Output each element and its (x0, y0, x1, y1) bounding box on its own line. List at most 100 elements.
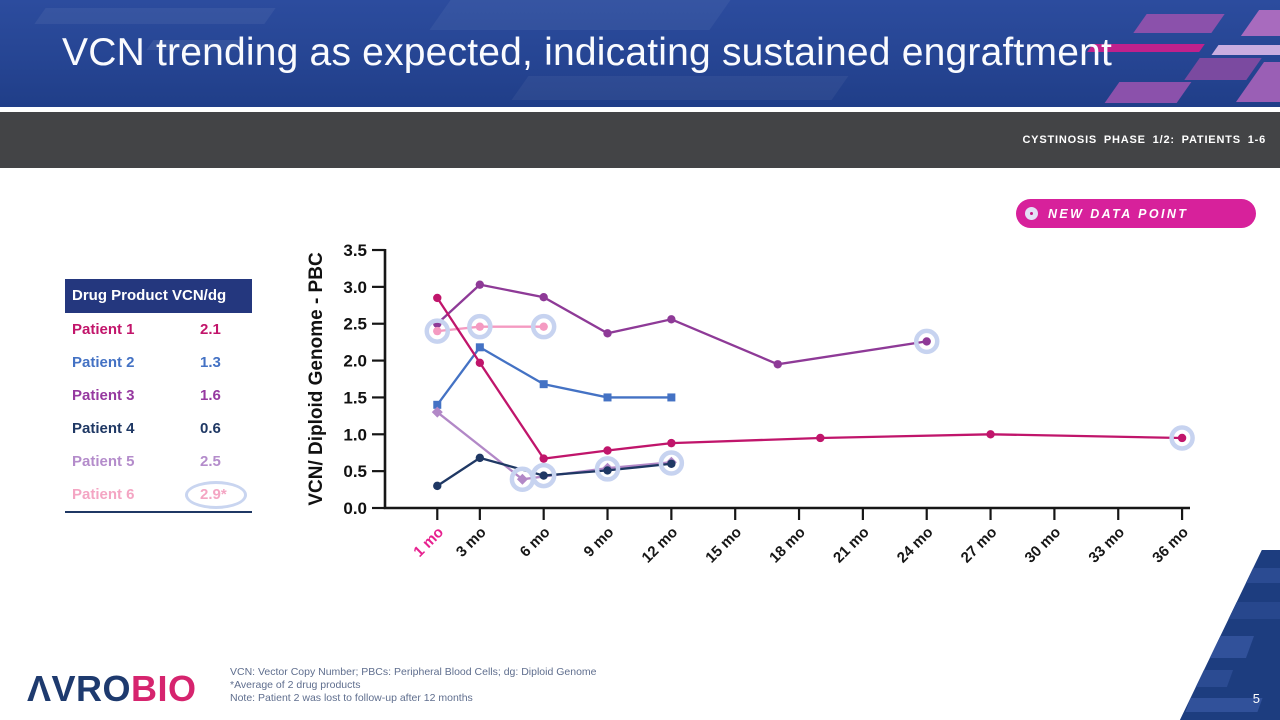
header-decoration (511, 76, 849, 100)
header-banner: VCN trending as expected, indicating sus… (0, 0, 1280, 107)
new-data-point-ring (658, 450, 685, 476)
data-point (1177, 433, 1187, 443)
header-decoration (34, 8, 276, 24)
logo-text-bio: BIO (131, 668, 197, 709)
x-tick-label: 24 mo (894, 524, 937, 567)
header-decoration (429, 0, 731, 30)
y-tick-label: 2.5 (343, 315, 367, 334)
data-point (433, 400, 442, 409)
x-tick-label: 33 mo (1085, 524, 1128, 567)
footnotes: VCN: Vector Copy Number; PBCs: Periphera… (230, 666, 597, 705)
table-body: Patient 1 2.1 Patient 2 1.3 Patient 3 1.6 Pati… (65, 313, 252, 511)
patient-value: 1.3 (200, 354, 221, 371)
data-point (667, 459, 676, 468)
data-point (433, 326, 442, 336)
x-tick-label: 6 mo (517, 524, 554, 561)
corner-tile (1187, 636, 1255, 658)
data-point (433, 481, 442, 491)
corner-tile (1185, 698, 1263, 712)
y-tick-label: 3.5 (343, 241, 367, 260)
data-point (475, 280, 485, 289)
x-tick-label: 9 mo (581, 524, 618, 561)
data-point (539, 292, 548, 302)
data-point (475, 322, 485, 331)
table-bottom-rule (65, 511, 252, 513)
logo-text-avro: ΛVRO (27, 668, 132, 709)
new-data-point-ring (530, 313, 557, 340)
data-point (475, 343, 484, 352)
new-data-point-ring (594, 456, 621, 482)
footnote-line: *Average of 2 drug products (230, 679, 361, 691)
patient-value: 2.1 (200, 321, 221, 338)
data-point (667, 438, 676, 448)
axis-frame (383, 249, 1190, 510)
patient-value: 1.6 (200, 387, 221, 404)
avrobio-logo: ΛVROBIO (27, 668, 197, 710)
header-decoration (1104, 82, 1192, 103)
patient-label: Patient 3 (72, 387, 135, 404)
section-bar: CYSTINOSIS PHASE 1/2: PATIENTS 1-6 (0, 112, 1280, 168)
x-tick-label: 12 mo (639, 524, 682, 567)
patient-label: Patient 5 (72, 453, 135, 470)
series-patient-2 (433, 343, 676, 409)
footnote-line: VCN: Vector Copy Number; PBCs: Periphera… (230, 666, 597, 678)
data-point (667, 315, 676, 324)
data-point (539, 471, 548, 480)
data-point (986, 430, 995, 439)
data-point (539, 454, 548, 463)
data-point (539, 380, 548, 389)
corner-tile (1179, 670, 1234, 687)
x-tick-label: 27 mo (958, 524, 1001, 567)
table-row: Patient 4 0.6 (65, 412, 252, 445)
data-point (433, 293, 442, 303)
new-data-point-ring (530, 462, 557, 489)
footnote-line: Note: Patient 2 was lost to follow-up af… (230, 692, 473, 704)
section-label: CYSTINOSIS PHASE 1/2: PATIENTS 1-6 (1022, 134, 1266, 146)
y-tick-label: 1.5 (343, 388, 367, 407)
x-tick-label: 21 mo (830, 524, 873, 567)
new-data-point-ring (424, 318, 451, 344)
table-row: Patient 3 1.6 (65, 379, 252, 412)
patient-label: Patient 1 (72, 321, 135, 338)
data-point (603, 466, 612, 475)
series-patient-3 (433, 280, 931, 369)
badge-label: NEW DATA POINT (1048, 206, 1189, 221)
header-decoration (1240, 10, 1280, 36)
patient-value: 2.9* (200, 486, 252, 503)
data-point (816, 433, 825, 443)
data-point (431, 406, 443, 418)
table-row: Patient 5 2.5 (65, 445, 252, 478)
data-point (516, 473, 528, 485)
x-tick-label: 36 mo (1149, 524, 1192, 567)
new-data-point-ring (1169, 425, 1195, 451)
y-tick-label: 3.0 (343, 278, 367, 297)
y-tick-label: 0.5 (343, 462, 367, 481)
new-data-point-icon (1025, 207, 1038, 220)
patient-value: 0.6 (200, 420, 221, 437)
table-header: Drug Product VCN/dg (65, 279, 252, 313)
x-tick-label: 30 mo (1022, 524, 1065, 567)
y-tick-label: 2.0 (343, 352, 367, 371)
corner-tile (1206, 602, 1280, 619)
slide-title: VCN trending as expected, indicating sus… (62, 31, 1113, 74)
data-point (603, 329, 612, 338)
x-tick-label: 18 mo (766, 524, 809, 567)
table-row: Patient 6 2.9* (65, 478, 252, 511)
data-point (539, 322, 548, 331)
series-patient-6 (433, 322, 548, 336)
page-number: 5 (1252, 691, 1260, 706)
new-data-point-ring (467, 313, 493, 340)
data-point (475, 453, 485, 463)
data-point (475, 358, 485, 367)
table-row: Patient 1 2.1 (65, 313, 252, 346)
data-point (773, 360, 782, 369)
data-point (667, 393, 676, 402)
vcn-chart: 0.0 0.5 1.0 1.5 2.0 2.5 3.0 3.5 1 mo 3 mo 6 mo 9 mo… (306, 241, 1195, 567)
patient-value: 2.5 (200, 453, 221, 470)
series-patient-4 (433, 453, 676, 491)
new-data-point-badge: NEW DATA POINT (1016, 199, 1256, 228)
patient-label: Patient 4 (72, 420, 135, 437)
patient-label: Patient 6 (72, 486, 135, 503)
x-tick-label: 1 mo (410, 524, 447, 561)
